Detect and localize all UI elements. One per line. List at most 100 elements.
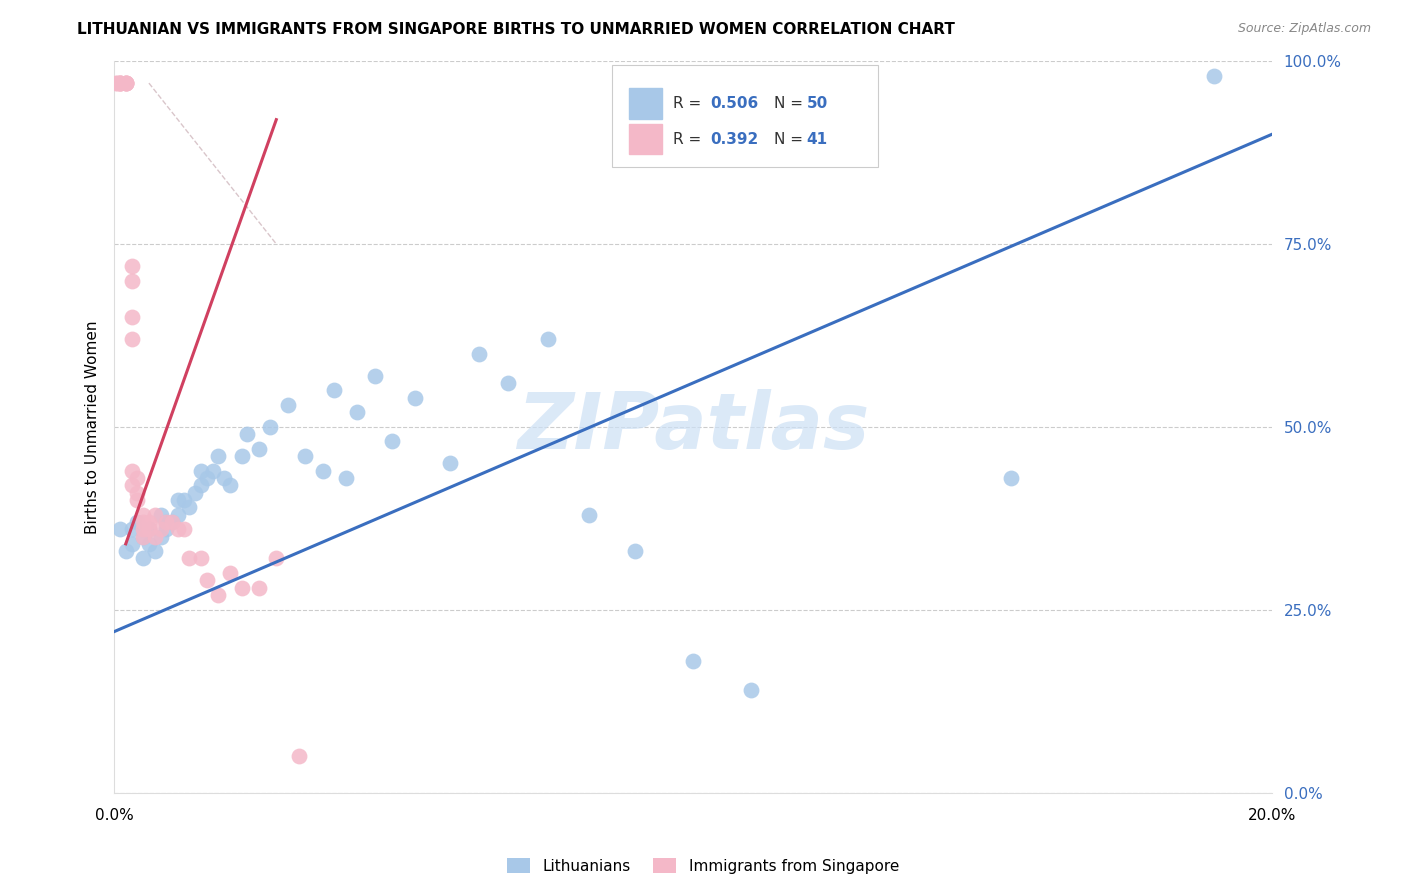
Point [160, 515, 183, 529]
Point [138, 515, 160, 529]
Point [167, 492, 190, 507]
Point [190, 551, 212, 566]
Point [105, 76, 128, 90]
Point [121, 332, 143, 346]
Point [121, 522, 143, 536]
Point [121, 478, 143, 492]
Point [266, 551, 288, 566]
FancyBboxPatch shape [612, 65, 879, 167]
Point [127, 471, 149, 485]
Point [682, 654, 704, 668]
Point [132, 529, 155, 543]
Point [114, 76, 136, 90]
Point [132, 508, 155, 522]
Point [1000, 471, 1022, 485]
Text: LITHUANIAN VS IMMIGRANTS FROM SINGAPORE BIRTHS TO UNMARRIED WOMEN CORRELATION CH: LITHUANIAN VS IMMIGRANTS FROM SINGAPORE … [77, 22, 955, 37]
Point [138, 522, 160, 536]
Point [363, 368, 385, 383]
Point [207, 449, 229, 463]
Point [195, 471, 218, 485]
Point [247, 581, 270, 595]
Point [740, 683, 762, 698]
Point [127, 492, 149, 507]
Point [127, 485, 149, 500]
Point [404, 391, 426, 405]
Point [288, 748, 311, 763]
Point [468, 347, 491, 361]
Point [108, 76, 131, 90]
Point [114, 544, 136, 558]
Point [132, 529, 155, 543]
Point [323, 384, 346, 398]
Point [149, 529, 172, 543]
Point [132, 551, 155, 566]
Text: 41: 41 [807, 131, 828, 146]
Point [201, 464, 224, 478]
Point [143, 508, 166, 522]
Point [578, 508, 600, 522]
Point [104, 76, 127, 90]
Point [108, 76, 131, 90]
Point [121, 464, 143, 478]
Point [143, 544, 166, 558]
Point [231, 581, 253, 595]
Point [190, 478, 212, 492]
Point [160, 515, 183, 529]
Point [335, 471, 357, 485]
Point [114, 76, 136, 90]
Point [114, 76, 136, 90]
Point [179, 500, 201, 515]
Point [277, 398, 299, 412]
Point [121, 310, 143, 325]
Point [108, 76, 131, 90]
Point [138, 537, 160, 551]
Legend: Lithuanians, Immigrants from Singapore: Lithuanians, Immigrants from Singapore [501, 852, 905, 880]
Point [155, 515, 177, 529]
Point [346, 405, 368, 419]
Point [132, 515, 155, 529]
Point [195, 574, 218, 588]
Text: 0.392: 0.392 [710, 131, 759, 146]
Point [121, 537, 143, 551]
Point [1204, 69, 1226, 83]
Point [114, 76, 136, 90]
Y-axis label: Births to Unmarried Women: Births to Unmarried Women [86, 320, 100, 533]
Point [108, 76, 131, 90]
Point [219, 566, 242, 580]
Point [184, 485, 207, 500]
Text: R =: R = [673, 96, 707, 112]
Point [212, 471, 235, 485]
Point [167, 522, 190, 536]
Text: 0.506: 0.506 [710, 96, 759, 112]
Point [179, 551, 201, 566]
Point [219, 478, 242, 492]
Text: ZIPatlas: ZIPatlas [517, 389, 869, 465]
Point [537, 332, 560, 346]
Point [121, 274, 143, 288]
Point [155, 522, 177, 536]
Point [138, 522, 160, 536]
Point [231, 449, 253, 463]
Text: N =: N = [775, 96, 808, 112]
Point [624, 544, 647, 558]
Point [496, 376, 519, 390]
Point [108, 522, 131, 536]
Text: Source: ZipAtlas.com: Source: ZipAtlas.com [1237, 22, 1371, 36]
Text: N =: N = [775, 131, 808, 146]
Point [132, 522, 155, 536]
Point [207, 588, 229, 602]
Text: 50: 50 [807, 96, 828, 112]
Point [143, 529, 166, 543]
Point [149, 522, 172, 536]
Point [167, 508, 190, 522]
Bar [630, 88, 662, 120]
Bar [630, 124, 662, 154]
Point [381, 434, 404, 449]
Point [190, 464, 212, 478]
Point [149, 508, 172, 522]
Point [127, 515, 149, 529]
Point [311, 464, 333, 478]
Point [236, 427, 259, 442]
Point [173, 492, 195, 507]
Text: R =: R = [673, 131, 707, 146]
